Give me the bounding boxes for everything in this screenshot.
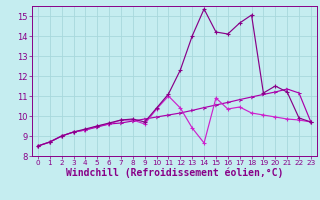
X-axis label: Windchill (Refroidissement éolien,°C): Windchill (Refroidissement éolien,°C) (66, 168, 283, 178)
